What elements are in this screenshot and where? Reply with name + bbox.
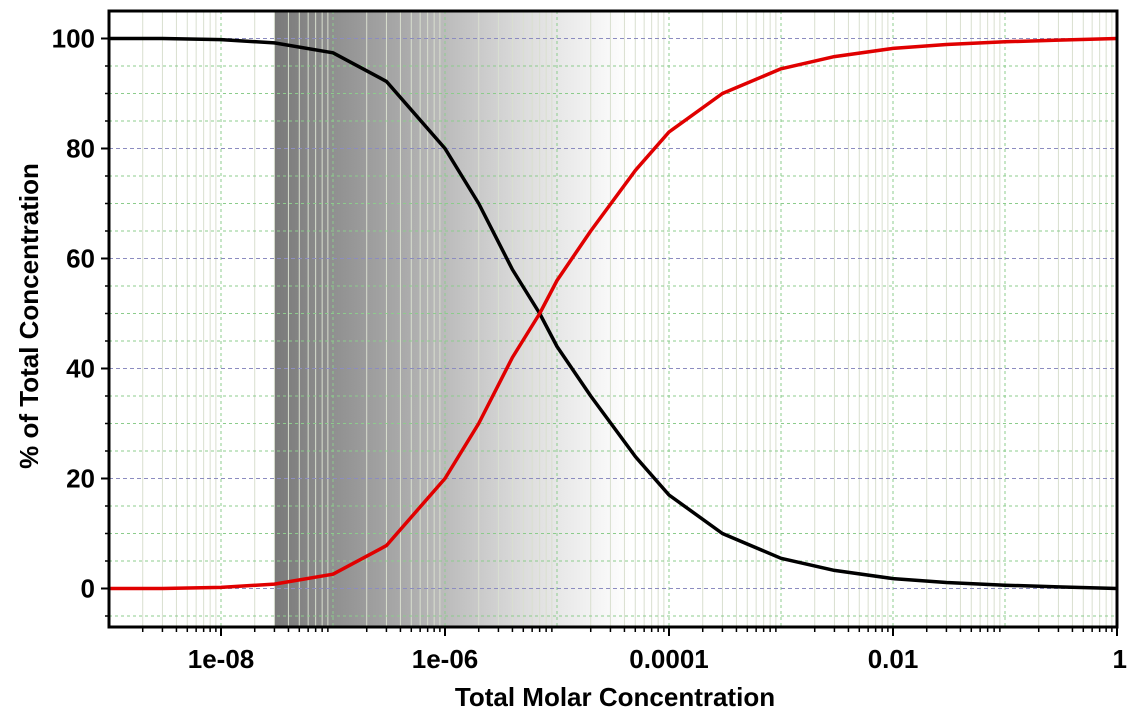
shaded-region-layer [274, 11, 631, 627]
y-axis-label: % of Total Concentration [14, 163, 44, 469]
y-tick-label: 0 [81, 574, 95, 604]
grid-layer [109, 11, 1117, 627]
x-axis-label: Total Molar Concentration [455, 682, 775, 712]
x-tick-label: 1 [1113, 644, 1127, 674]
y-tick-label: 60 [66, 244, 95, 274]
series-line-2 [109, 36, 1118, 591]
y-tick-label: 40 [66, 354, 95, 384]
x-tick-label: 0.01 [868, 644, 919, 674]
y-tick-label: 20 [66, 464, 95, 494]
shaded-region [274, 11, 631, 627]
x-tick-label: 1e-08 [188, 644, 255, 674]
axes-layer: 0 20 40 60 80 100 1e-08 1e-06 0.0001 0.01 1 [52, 9, 1127, 674]
series-line-1 [109, 36, 1118, 591]
y-tick-label: 80 [66, 134, 95, 164]
series-layer [109, 36, 1118, 591]
x-tick-label: 0.0001 [629, 644, 709, 674]
x-tick-label: 1e-06 [412, 644, 479, 674]
plot-frame [107, 9, 1119, 629]
y-tick-label: 100 [52, 24, 95, 54]
